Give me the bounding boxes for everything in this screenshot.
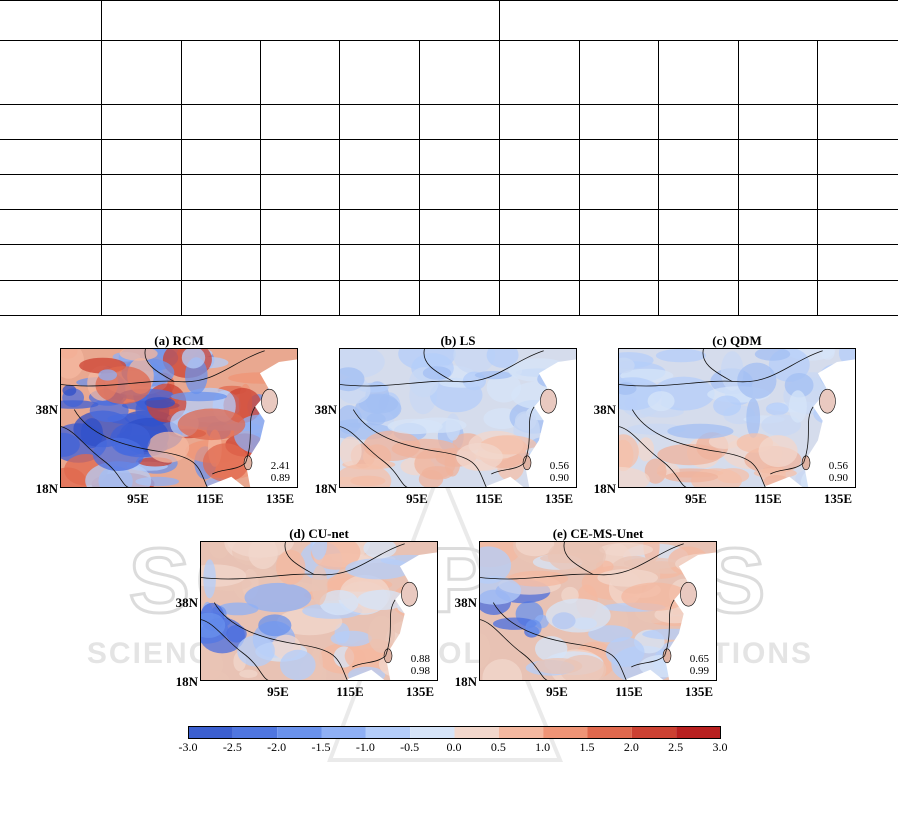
panel-title: (b) LS <box>440 333 476 348</box>
x-tick-95e: 95E <box>267 684 289 699</box>
colorbar-tick: -1.0 <box>355 740 375 754</box>
colorbar-cell <box>232 726 278 739</box>
colorbar-cell <box>410 726 455 739</box>
y-tick-18n: 18N <box>454 674 477 689</box>
y-tick-38n: 38N <box>454 595 477 610</box>
y-tick-38n: 38N <box>314 402 337 417</box>
x-tick-135e: 135E <box>684 684 714 699</box>
colorbar-cell <box>188 726 233 739</box>
x-tick-115e: 115E <box>754 491 782 506</box>
colorbar-tick: 0.0 <box>446 740 462 754</box>
colorbar-tick: -1.5 <box>311 740 331 754</box>
colorbar-cell <box>676 726 721 739</box>
stat-bias: 0.65 <box>689 653 709 665</box>
map-a <box>60 348 298 488</box>
stat-bias: 2.41 <box>270 460 290 472</box>
y-tick-18n: 18N <box>35 481 58 496</box>
map-b <box>339 348 577 488</box>
map-d <box>200 541 438 681</box>
y-tick-18n: 18N <box>314 481 337 496</box>
colorbar-cell <box>277 726 322 739</box>
y-tick-38n: 38N <box>175 595 198 610</box>
x-tick-135e: 135E <box>544 491 574 506</box>
colorbar-tick: 3.0 <box>712 740 728 754</box>
colorbar-cell <box>498 726 544 739</box>
colorbar-tick: -2.5 <box>222 740 242 754</box>
stat-bias: 0.88 <box>410 653 430 665</box>
stat-corr: 0.99 <box>689 665 709 677</box>
colorbar-cell <box>454 726 499 739</box>
x-tick-95e: 95E <box>406 491 428 506</box>
colorbar-tick: 2.5 <box>668 740 684 754</box>
x-tick-115e: 115E <box>336 684 364 699</box>
stat-corr: 0.90 <box>828 472 848 484</box>
x-tick-95e: 95E <box>127 491 149 506</box>
y-tick-18n: 18N <box>175 674 198 689</box>
colorbar-tick: 1.0 <box>535 740 551 754</box>
colorbar-cell <box>321 726 366 739</box>
empty-table <box>0 0 898 316</box>
colorbar-tick: 2.0 <box>623 740 639 754</box>
x-tick-115e: 115E <box>475 491 503 506</box>
x-tick-135e: 135E <box>265 491 295 506</box>
x-tick-95e: 95E <box>546 684 568 699</box>
map-panel-b: (b) LS 38N 18N 95E 115E 135E 0.56 0.90 <box>315 334 577 506</box>
y-tick-18n: 18N <box>593 481 616 496</box>
colorbar-tick: -2.0 <box>267 740 287 754</box>
stat-corr: 0.98 <box>410 665 430 677</box>
panel-title: (e) CE-MS-Unet <box>552 526 644 541</box>
colorbar-cell <box>365 726 411 739</box>
y-tick-38n: 38N <box>35 402 58 417</box>
map-panel-c: (c) QDM 38N 18N 95E 115E 135E 0.56 0.90 <box>594 334 856 506</box>
colorbar <box>188 726 721 739</box>
colorbar-tick: -0.5 <box>400 740 420 754</box>
stat-corr: 0.89 <box>270 472 290 484</box>
x-tick-135e: 135E <box>823 491 853 506</box>
map-panel-e: (e) CE-MS-Unet 38N 18N 95E 115E 135E 0.6… <box>455 527 717 699</box>
colorbar-cell <box>543 726 588 739</box>
colorbar-cell <box>631 726 677 739</box>
map-e <box>479 541 717 681</box>
x-tick-115e: 115E <box>615 684 643 699</box>
x-tick-135e: 135E <box>405 684 435 699</box>
panel-title: (c) QDM <box>712 333 762 348</box>
map-panel-d: (d) CU-net 38N 18N 95E 115E 135E 0.88 0.… <box>176 527 438 699</box>
stat-bias: 0.56 <box>549 460 569 472</box>
colorbar-tick: -3.0 <box>178 740 198 754</box>
panel-title: (a) RCM <box>154 333 204 348</box>
colorbar-cell <box>587 726 632 739</box>
stat-bias: 0.56 <box>828 460 848 472</box>
x-tick-95e: 95E <box>685 491 707 506</box>
panel-title: (d) CU-net <box>289 526 349 541</box>
map-panel-a: (a) RCM 38N 18N 95E 115E 135E 2.41 0.89 <box>36 334 298 506</box>
colorbar-tick: 1.5 <box>579 740 595 754</box>
x-tick-115e: 115E <box>196 491 224 506</box>
stat-corr: 0.90 <box>549 472 569 484</box>
y-tick-38n: 38N <box>593 402 616 417</box>
colorbar-tick: 0.5 <box>490 740 506 754</box>
map-c <box>618 348 856 488</box>
